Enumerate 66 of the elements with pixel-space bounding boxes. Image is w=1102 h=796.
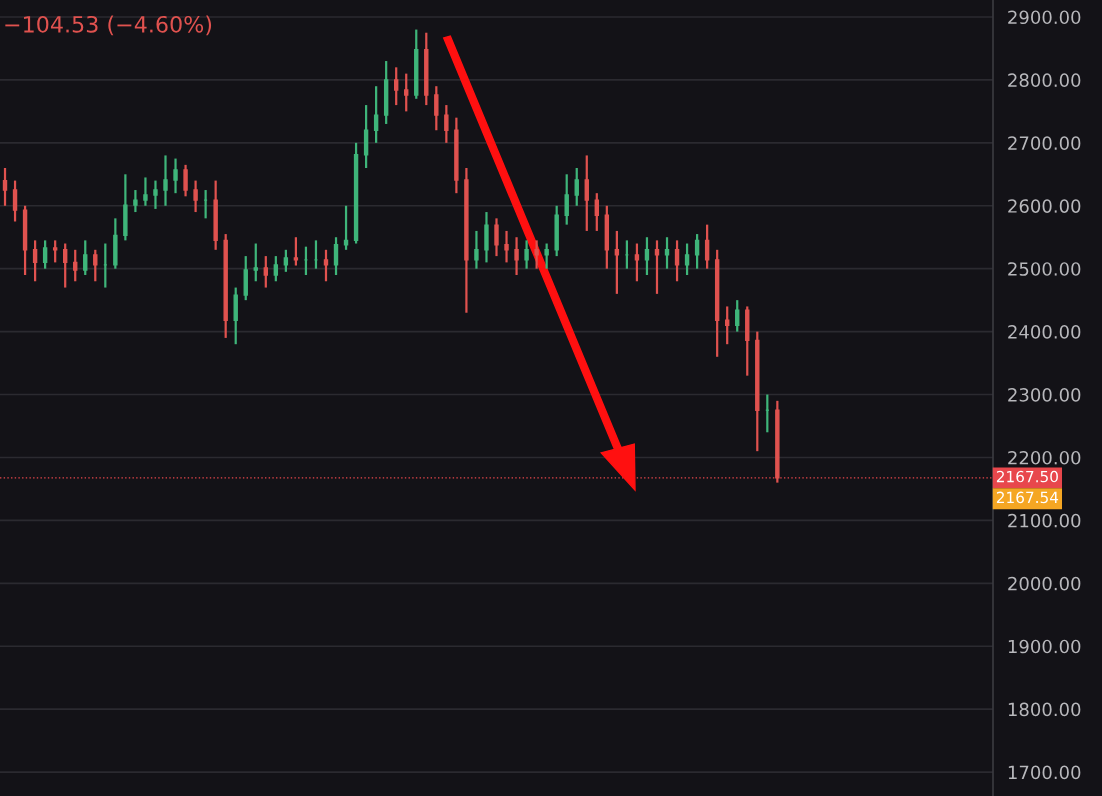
candlestick bbox=[534, 239, 539, 270]
candlestick bbox=[614, 229, 620, 295]
candlestick bbox=[62, 242, 68, 289]
candlestick bbox=[173, 157, 178, 195]
candlestick bbox=[93, 248, 98, 283]
candlestick bbox=[664, 236, 670, 270]
candlestick bbox=[42, 239, 48, 270]
candlestick bbox=[634, 242, 640, 283]
y-tick-label: 2400.00 bbox=[1008, 325, 1081, 339]
y-tick-label: 2700.00 bbox=[1008, 136, 1081, 150]
text: 2167.54 bbox=[996, 491, 1059, 504]
candlestick bbox=[393, 66, 399, 107]
candlestick bbox=[404, 72, 409, 113]
candlestick bbox=[293, 236, 299, 267]
candlestick bbox=[524, 239, 529, 270]
candlestick bbox=[584, 154, 589, 233]
candlestick bbox=[544, 242, 549, 270]
candlestick bbox=[684, 242, 690, 277]
candlestick bbox=[12, 179, 18, 223]
candlestick bbox=[153, 179, 158, 211]
y-tick-label: 2600.00 bbox=[1008, 199, 1081, 213]
candlestick bbox=[273, 254, 279, 283]
y-tick-label: 2100.00 bbox=[1008, 513, 1081, 528]
candlestick bbox=[564, 173, 569, 226]
candlestick bbox=[694, 232, 700, 270]
ref-line-label: 2167.50 bbox=[996, 470, 1058, 483]
candlestick bbox=[263, 254, 269, 289]
candlestick bbox=[32, 239, 38, 283]
y-tick-label: 2200.00 bbox=[1008, 450, 1081, 465]
annotation: −104.53 (−4.60%) bbox=[5, 15, 212, 36]
candlestick bbox=[504, 229, 509, 264]
candlestick bbox=[253, 242, 258, 283]
candlestick bbox=[323, 248, 329, 283]
candlestick bbox=[83, 239, 88, 277]
candlestick bbox=[704, 223, 710, 270]
y-tick-label: 2900.00 bbox=[1008, 10, 1081, 25]
y-tick-label: 1800.00 bbox=[1008, 702, 1081, 717]
candlestick bbox=[333, 236, 339, 277]
y-tick-label: 2000.00 bbox=[1008, 576, 1081, 591]
candlestick bbox=[133, 188, 138, 214]
candlestick bbox=[514, 236, 519, 277]
candlestick bbox=[444, 103, 449, 144]
y-tick-label: 2500.00 bbox=[1008, 262, 1081, 276]
y-tick-label: 2300.00 bbox=[1008, 388, 1081, 402]
candlestick bbox=[373, 85, 379, 144]
candlestick bbox=[183, 163, 188, 198]
candlestick bbox=[735, 299, 740, 333]
candlestick bbox=[474, 229, 479, 270]
candlestick bbox=[594, 192, 600, 233]
candlestick bbox=[574, 166, 579, 207]
candlestick bbox=[654, 239, 660, 295]
candlestick bbox=[724, 305, 730, 346]
candlestick bbox=[2, 166, 8, 207]
candlestick bbox=[434, 85, 439, 132]
candlestick bbox=[283, 248, 289, 273]
candlestick bbox=[52, 239, 58, 264]
candlestick bbox=[73, 248, 78, 283]
candlestick bbox=[193, 179, 198, 214]
candlestick bbox=[143, 176, 148, 207]
candlestick bbox=[644, 236, 650, 277]
y-tick-label: 1700.00 bbox=[1008, 765, 1081, 780]
candlestick bbox=[674, 239, 680, 283]
y-tick-label: 1900.00 bbox=[1008, 639, 1081, 654]
candlestick bbox=[163, 154, 168, 207]
y-tick-label: 2800.00 bbox=[1008, 73, 1081, 88]
candlestick bbox=[494, 217, 499, 258]
